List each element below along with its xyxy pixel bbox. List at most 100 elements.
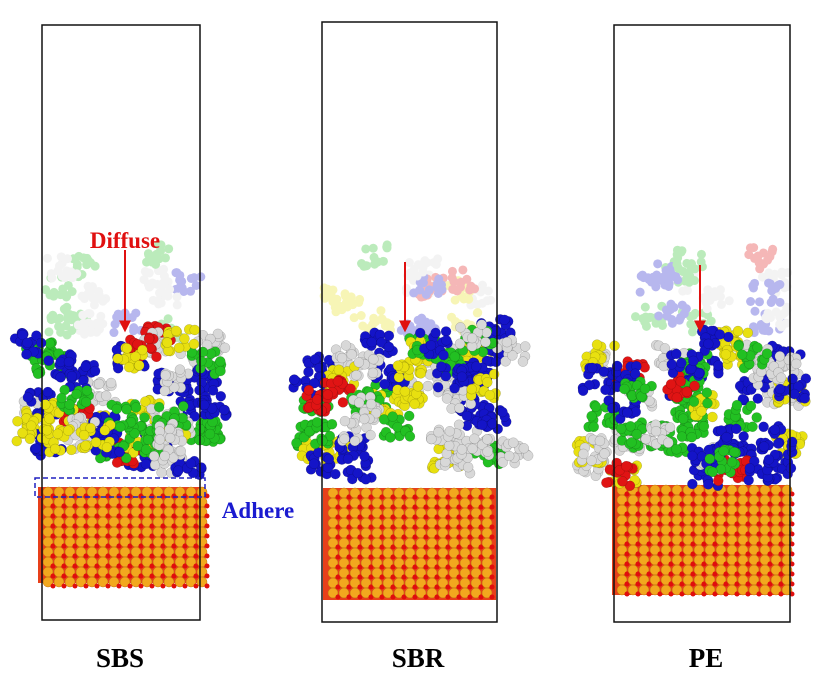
atom bbox=[178, 400, 189, 412]
atom bbox=[83, 543, 89, 549]
atom bbox=[440, 370, 452, 382]
atom bbox=[501, 336, 513, 348]
atom bbox=[105, 563, 111, 569]
atom bbox=[454, 402, 465, 414]
atom bbox=[22, 337, 33, 349]
atom bbox=[53, 576, 65, 588]
atom bbox=[339, 415, 351, 427]
atom bbox=[351, 369, 362, 381]
atom bbox=[777, 310, 787, 320]
atom bbox=[359, 450, 370, 462]
atom bbox=[684, 277, 694, 287]
atom bbox=[67, 315, 77, 325]
atom bbox=[149, 513, 155, 519]
atom bbox=[83, 583, 89, 589]
atom bbox=[79, 253, 89, 263]
atom bbox=[484, 389, 496, 401]
atom bbox=[731, 399, 743, 411]
atom bbox=[639, 383, 651, 394]
atom bbox=[303, 384, 315, 396]
adhere-label: Adhere bbox=[222, 498, 294, 523]
atom bbox=[489, 504, 495, 510]
atom bbox=[703, 338, 714, 350]
atom bbox=[443, 440, 455, 451]
atom bbox=[716, 299, 726, 309]
atom bbox=[345, 383, 356, 395]
atom bbox=[517, 356, 529, 367]
atom bbox=[193, 583, 199, 589]
atom bbox=[588, 421, 599, 433]
atom bbox=[160, 533, 166, 539]
atom bbox=[365, 398, 377, 410]
atom bbox=[105, 377, 117, 389]
atom bbox=[63, 356, 75, 368]
atom bbox=[480, 336, 491, 348]
atom bbox=[382, 242, 392, 252]
atom bbox=[68, 311, 78, 321]
atom bbox=[70, 312, 80, 322]
atom bbox=[90, 437, 102, 448]
atom bbox=[77, 291, 87, 301]
atom bbox=[25, 420, 37, 431]
atom bbox=[59, 304, 69, 314]
atom bbox=[160, 513, 166, 519]
atom bbox=[115, 421, 126, 433]
atom bbox=[111, 403, 122, 415]
atom bbox=[676, 312, 686, 322]
atom bbox=[76, 309, 86, 319]
atom bbox=[731, 423, 742, 435]
atom bbox=[42, 253, 52, 263]
atom bbox=[156, 246, 166, 256]
atom bbox=[774, 383, 786, 395]
atom bbox=[196, 462, 207, 473]
atom bbox=[182, 553, 188, 559]
atom bbox=[586, 410, 597, 422]
atom bbox=[72, 533, 78, 539]
atom bbox=[142, 257, 152, 267]
atom bbox=[62, 330, 72, 340]
panel-label: PE bbox=[689, 643, 724, 673]
atom bbox=[43, 355, 54, 366]
atom bbox=[163, 576, 175, 588]
atom bbox=[156, 298, 166, 308]
atom bbox=[86, 286, 96, 296]
atom bbox=[94, 553, 100, 559]
atom bbox=[339, 433, 350, 445]
atom bbox=[193, 523, 199, 529]
atom bbox=[62, 266, 72, 276]
atom bbox=[144, 282, 154, 292]
atom bbox=[414, 327, 426, 339]
atom bbox=[380, 321, 390, 331]
atom bbox=[369, 317, 379, 327]
atom bbox=[487, 418, 498, 429]
atom bbox=[328, 297, 338, 307]
atom bbox=[156, 287, 166, 297]
atom bbox=[138, 513, 144, 519]
atom bbox=[17, 329, 28, 341]
atom bbox=[650, 425, 662, 437]
atom bbox=[157, 291, 167, 301]
atom bbox=[171, 268, 181, 278]
atom bbox=[41, 285, 51, 295]
atom bbox=[149, 533, 155, 539]
atom bbox=[726, 456, 738, 468]
atom bbox=[116, 543, 122, 549]
atom bbox=[747, 421, 758, 432]
atom bbox=[724, 296, 734, 306]
atom bbox=[435, 361, 447, 372]
atom bbox=[92, 318, 102, 328]
atom bbox=[289, 374, 300, 385]
atom bbox=[755, 264, 765, 274]
atom bbox=[455, 322, 466, 333]
atom bbox=[185, 576, 197, 588]
atom bbox=[68, 254, 78, 264]
atom bbox=[89, 300, 99, 310]
atom bbox=[146, 280, 156, 290]
atom bbox=[173, 342, 185, 354]
atom bbox=[12, 416, 23, 427]
atom bbox=[149, 563, 155, 569]
atom bbox=[129, 323, 139, 333]
atom bbox=[340, 340, 352, 351]
atom bbox=[482, 434, 493, 445]
atom bbox=[73, 315, 83, 325]
